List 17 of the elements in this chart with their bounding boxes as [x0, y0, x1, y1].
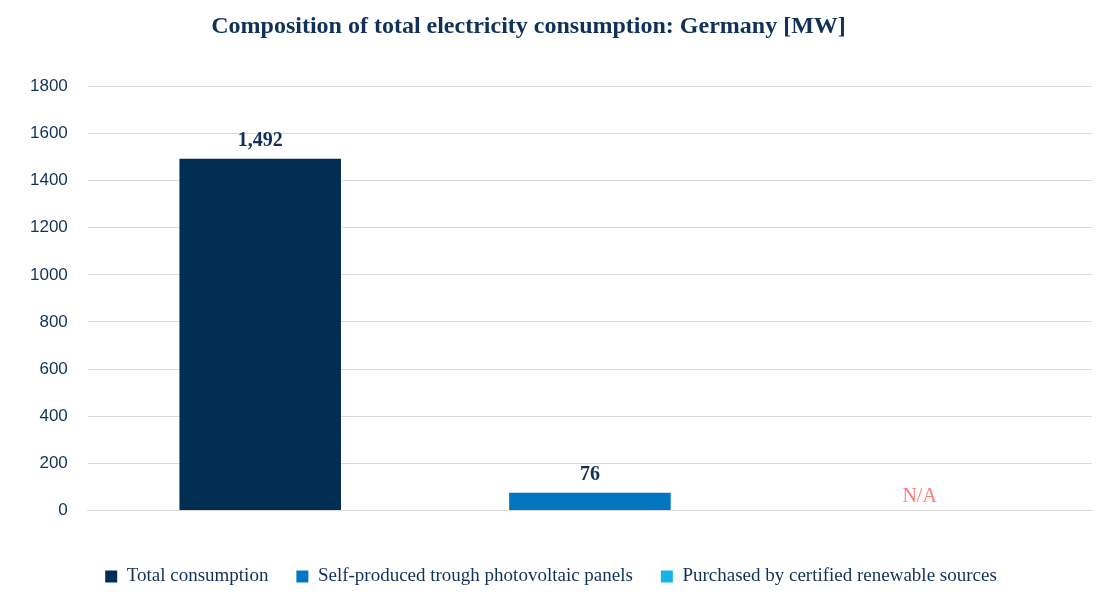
text: N/A	[902, 483, 937, 506]
legend-label: Purchased by certified renewable sources	[682, 564, 997, 586]
chart-title: Composition of total electricity consumption: Germany [MW]	[210, 11, 847, 40]
y-tick-label: 1000	[29, 264, 68, 284]
data-label: 76	[579, 461, 600, 484]
y-tick-label: 1200	[29, 217, 68, 237]
y-tick-label: 600	[39, 358, 68, 378]
y-tick-label: 200	[39, 453, 68, 473]
y-tick-label: 1600	[29, 123, 68, 143]
y-tick-label: 0	[58, 500, 68, 520]
y-tick-label: 1800	[29, 75, 68, 95]
legend-label: Total consumption	[126, 564, 269, 586]
y-tick-label: 800	[39, 311, 68, 331]
legend-label: Self-produced trough photovoltaic panels	[317, 564, 633, 586]
y-tick-label: 1400	[29, 170, 68, 190]
data-label: 1,492	[237, 127, 283, 150]
y-tick-label: 400	[39, 405, 68, 425]
